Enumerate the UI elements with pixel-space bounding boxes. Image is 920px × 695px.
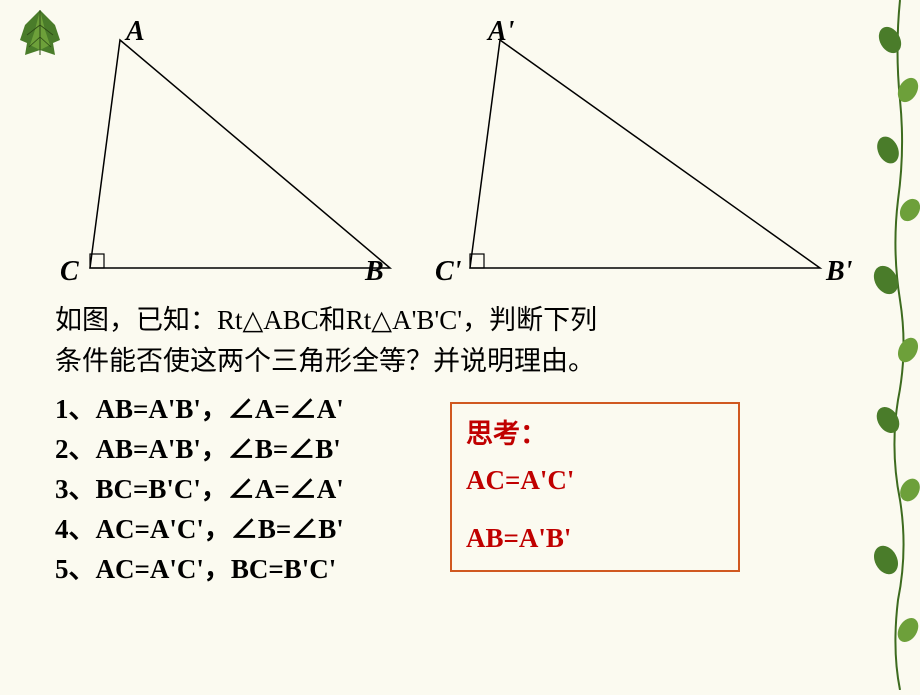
conditions-list: 1、AB=A'B'，∠A=∠A' 2、AB=A'B'，∠B=∠B' 3、BC=B… — [55, 390, 344, 590]
thinking-line1: AC=A'C' — [466, 458, 724, 504]
condition-5: 5、AC=A'C'，BC=B'C' — [55, 550, 344, 590]
thinking-line2: AB=A'B' — [466, 516, 724, 562]
label-B-prime: B' — [826, 256, 852, 288]
label-A-prime: A' — [488, 16, 514, 48]
question-line1: 如图，已知：Rt△ABC和Rt△A'B'C'，判断下列 — [55, 300, 835, 341]
condition-1: 1、AB=A'B'，∠A=∠A' — [55, 390, 344, 430]
label-C-prime: C' — [435, 256, 461, 288]
label-C: C — [60, 256, 79, 288]
thinking-title: 思考： — [466, 412, 724, 458]
label-B: B — [365, 256, 384, 288]
condition-4: 4、AC=A'C'，∠B=∠B' — [55, 510, 344, 550]
triangles-diagram: A B C A' B' C' — [30, 10, 880, 290]
question-text: 如图，已知：Rt△ABC和Rt△A'B'C'，判断下列 条件能否使这两个三角形全… — [55, 300, 835, 381]
condition-2: 2、AB=A'B'，∠B=∠B' — [55, 430, 344, 470]
thinking-box: 思考： AC=A'C' AB=A'B' — [450, 402, 740, 572]
condition-3: 3、BC=B'C'，∠A=∠A' — [55, 470, 344, 510]
spacer — [466, 504, 724, 516]
question-line2: 条件能否使这两个三角形全等？并说明理由。 — [55, 341, 835, 382]
label-A: A — [126, 16, 145, 48]
